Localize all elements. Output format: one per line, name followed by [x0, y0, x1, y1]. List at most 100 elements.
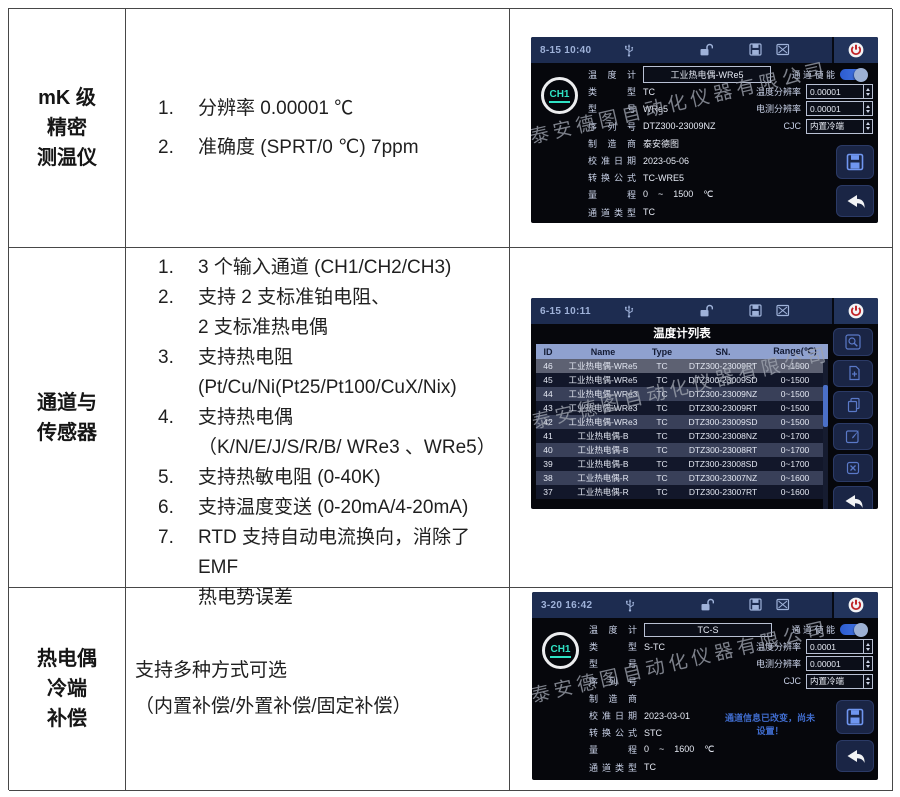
back-button[interactable]	[836, 185, 874, 217]
feature-line: (Pt/Cu/Ni(Pt25/Pt100/CuX/Nix)	[198, 377, 457, 398]
field-row: 制造商	[589, 690, 772, 707]
field-label: 校准日期	[588, 156, 636, 167]
copy-button[interactable]	[833, 391, 873, 419]
spinner-down-icon	[866, 127, 870, 131]
spinner-arrows[interactable]	[863, 119, 872, 133]
table-cell: DTZ300-23008RT	[688, 445, 758, 455]
table-row[interactable]: 43 工业热电偶-WRe3 TC DTZ300-23009RT 0~1500	[536, 401, 828, 415]
save-button[interactable]	[836, 145, 874, 179]
delete-button[interactable]	[833, 454, 873, 482]
add-icon	[848, 366, 860, 381]
list-title: 温度计列表	[653, 328, 711, 340]
feature-item: 3. 支持热电阻 (Pt/Cu/Ni(Pt25/Pt100/CuX/Nix)	[158, 343, 509, 403]
table-cell: 43	[543, 403, 553, 413]
back-button[interactable]	[836, 740, 874, 772]
feature-item: 7. RTD 支持自动电流换向，消除了 EMF 热电势误差	[158, 523, 509, 613]
feature-number: 3.	[158, 347, 174, 368]
row-label-line: 热电偶	[37, 648, 97, 670]
screenshot-icon[interactable]	[776, 304, 790, 317]
table-row[interactable]: 40 工业热电偶-B TC DTZ300-23008RT 0~1700	[536, 443, 828, 457]
toggle-knob	[854, 67, 868, 82]
edit-button[interactable]	[833, 422, 873, 450]
thermometer-name-box[interactable]: 工业热电偶-WRe5	[643, 66, 771, 84]
spinner-arrows[interactable]	[863, 640, 872, 654]
feature-line: 2 支标准热电偶	[198, 317, 328, 338]
back-arrow-icon	[845, 495, 863, 508]
channel-enable-toggle[interactable]	[840, 67, 868, 82]
table-cell: 工业热电偶-WRe3	[568, 389, 638, 399]
table-cell: 40	[543, 445, 553, 455]
setting-label: 通 道 使 能	[791, 625, 835, 636]
save-icon[interactable]	[749, 304, 762, 317]
field-row: 量程 0 ~ 1600 ℃	[589, 741, 772, 758]
cjc-select[interactable]: 内置冷端	[806, 118, 873, 134]
usb-icon	[625, 599, 635, 612]
feature-line: 3 个输入通道 (CH1/CH2/CH3)	[198, 257, 452, 278]
resolution-spinner[interactable]: 0.00001	[806, 101, 873, 117]
channel-badge: CH1	[542, 632, 579, 669]
scrollbar-thumb[interactable]	[823, 385, 828, 427]
power-button[interactable]	[832, 592, 878, 618]
spinner-arrows[interactable]	[863, 102, 872, 116]
table-cell: DTZ300-23007NZ	[688, 473, 758, 483]
save-icon[interactable]	[749, 43, 762, 56]
table-row[interactable]: 41 工业热电偶-B TC DTZ300-23008NZ 0~1700	[536, 429, 828, 443]
notice-line: 通道信息已改变，尚未	[724, 713, 815, 723]
feature-line: 准确度 (SPRT/0 ℃) 7ppm	[198, 137, 419, 158]
field-row: 量程 0 ~ 1500 ℃	[588, 186, 771, 203]
setting-row: 温度分辨率 0.00001	[721, 83, 873, 100]
field-label: 制造商	[589, 693, 637, 704]
setting-label: 电测分辨率	[755, 104, 801, 115]
table-row[interactable]: 46 工业热电偶-WRe5 TC DTZ300-23009RT 0~1500	[536, 359, 828, 373]
table-row[interactable]: 39 工业热电偶-B TC DTZ300-23008SD 0~1700	[536, 457, 828, 471]
channel-enable-toggle[interactable]	[840, 622, 868, 637]
add-button[interactable]	[833, 359, 873, 387]
table-cell: 工业热电偶-R	[577, 487, 629, 497]
save-button[interactable]	[836, 700, 874, 734]
scrollbar[interactable]	[823, 359, 828, 509]
feature-number: 1.	[158, 257, 174, 278]
table-row[interactable]: 45 工业热电偶-WRe5 TC DTZ300-23009SD 0~1500	[536, 373, 828, 387]
feature-text: 准确度 (SPRT/0 ℃) 7ppm	[198, 128, 509, 167]
feature-number: 2.	[158, 137, 174, 158]
power-button[interactable]	[832, 298, 878, 324]
feature-text: 支持多种方式可选 （内置补偿/外置补偿/固定补偿）	[135, 653, 509, 725]
setting-label: CJC	[783, 676, 802, 687]
field-value: TC	[643, 86, 655, 97]
resolution-spinner[interactable]: 0.00001	[806, 84, 873, 100]
field-row: 校准日期 2023-03-01	[589, 707, 772, 724]
setting-label: 温度分辨率	[755, 87, 801, 98]
table-row[interactable]: 44 工业热电偶-WRe3 TC DTZ300-23009NZ 0~1500	[536, 387, 828, 401]
field-value: S-TC	[644, 641, 665, 652]
search-button[interactable]	[833, 328, 873, 356]
spinner-arrows[interactable]	[863, 674, 872, 688]
spinner-arrows[interactable]	[863, 85, 872, 99]
table-row[interactable]: 38 工业热电偶-R TC DTZ300-23007NZ 0~1600	[536, 471, 828, 485]
screenshot-icon[interactable]	[776, 43, 790, 56]
table-row[interactable]: 37 工业热电偶-R TC DTZ300-23007RT 0~1600	[536, 485, 828, 499]
screenshot-icon[interactable]	[776, 598, 790, 611]
field-label: 型号	[589, 659, 637, 670]
table-row[interactable]: 42 工业热电偶-WRe3 TC DTZ300-23009SD 0~1500	[536, 415, 828, 429]
column-header: Type	[651, 346, 673, 357]
spinner-down-icon	[866, 647, 870, 651]
channel-badge: CH1	[541, 77, 578, 114]
table-cell: TC	[656, 473, 668, 483]
field-row: 温度计 工业热电偶-WRe5	[588, 66, 771, 84]
table-cell: 0~1600	[780, 473, 810, 483]
feature-text: 分辨率 0.00001 ℃	[198, 89, 509, 128]
field-row: 序列号	[589, 673, 772, 690]
thermometer-name-box[interactable]: TC-S	[644, 622, 772, 637]
save-icon[interactable]	[749, 598, 762, 611]
field-row: 通道类型 TC	[588, 204, 771, 221]
power-button[interactable]	[832, 37, 878, 63]
cjc-select[interactable]: 内置冷端	[806, 673, 873, 689]
resolution-spinner[interactable]: 0.00001	[806, 656, 873, 672]
table-cell: 42	[543, 417, 553, 427]
setting-label: 电测分辨率	[755, 659, 801, 670]
table-cell: 工业热电偶-B	[577, 459, 629, 469]
feature-line: 热电势误差	[198, 587, 294, 608]
spinner-arrows[interactable]	[863, 657, 872, 671]
back-button[interactable]	[833, 485, 873, 509]
resolution-spinner[interactable]: 0.0001	[806, 639, 873, 655]
